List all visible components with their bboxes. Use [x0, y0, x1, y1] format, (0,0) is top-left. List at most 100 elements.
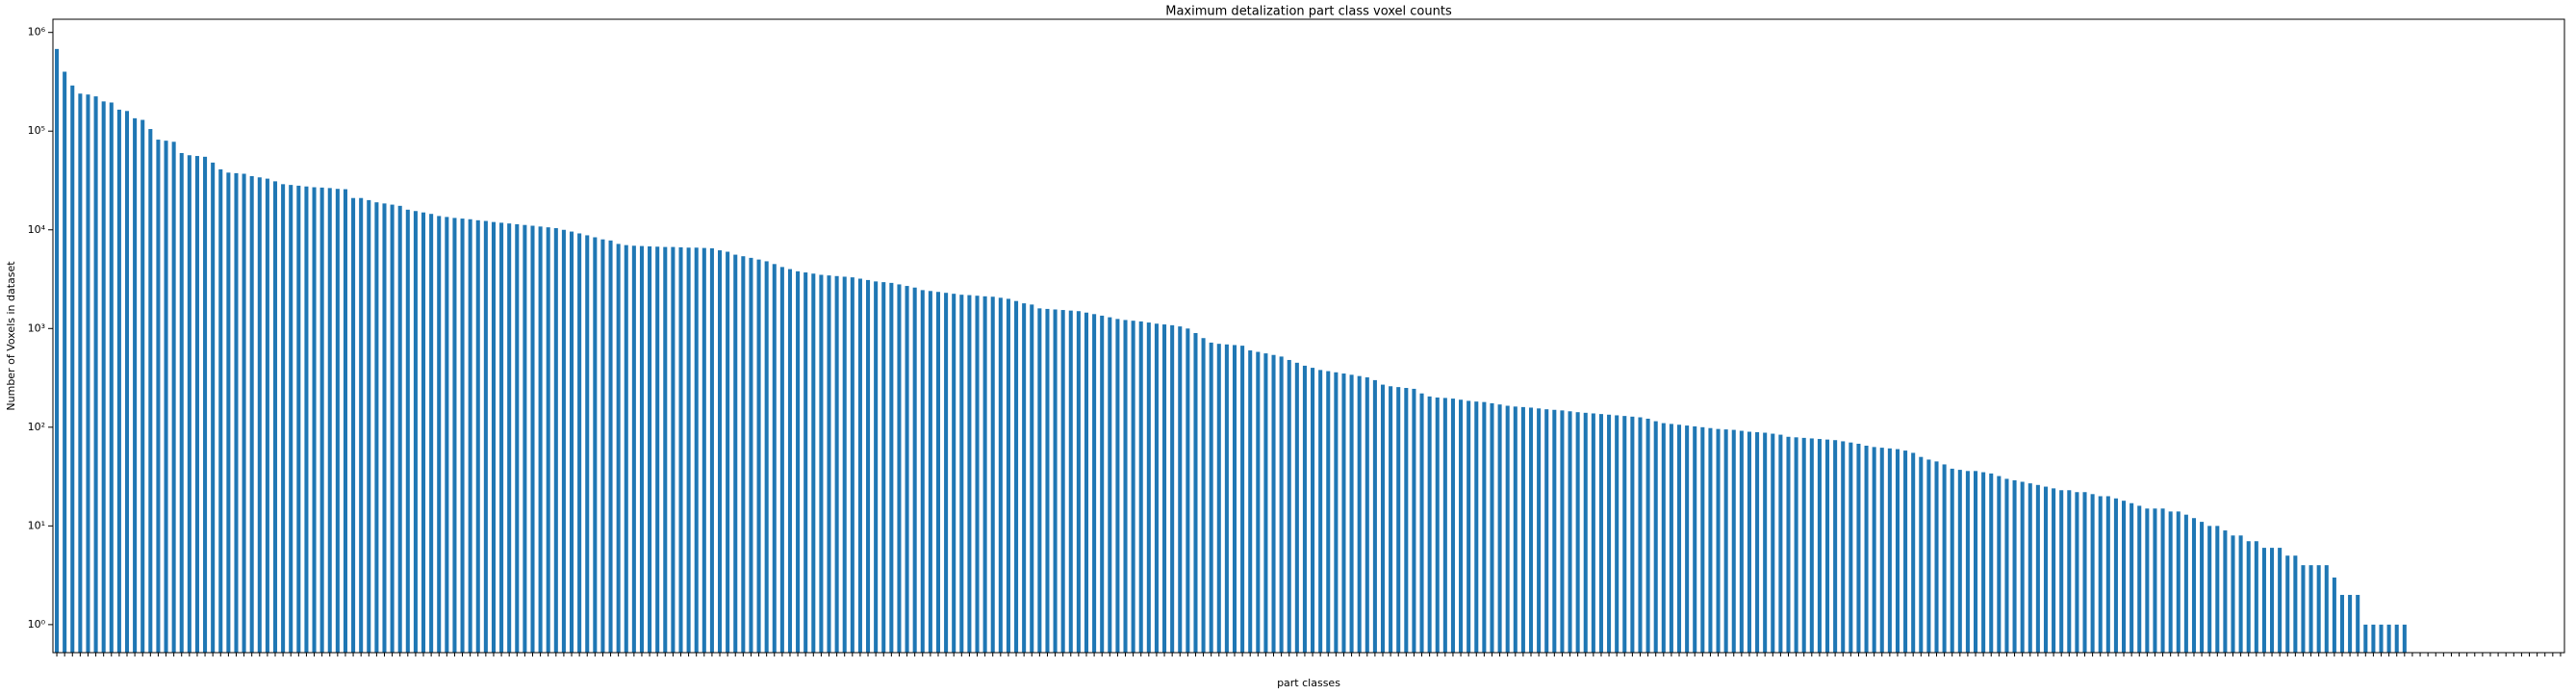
bar	[289, 185, 293, 653]
bar	[1661, 423, 1666, 653]
bar	[1334, 372, 1339, 653]
bar	[1459, 399, 1464, 653]
bar	[1084, 312, 1089, 653]
bar	[1568, 411, 1572, 653]
bar	[1076, 311, 1081, 653]
bar	[2207, 526, 2212, 653]
bar	[124, 111, 130, 653]
bar	[1630, 416, 1635, 653]
bar	[593, 237, 598, 653]
bar	[211, 162, 216, 653]
bar	[93, 96, 98, 653]
bar	[1060, 310, 1065, 653]
bar	[1669, 424, 1673, 653]
bar	[1287, 359, 1291, 653]
bar	[296, 185, 301, 653]
bar	[1957, 470, 1962, 653]
bar	[998, 297, 1003, 653]
bar	[1794, 437, 1798, 653]
bar	[842, 276, 847, 653]
bar	[1216, 344, 1221, 653]
bar	[1591, 413, 1595, 653]
bar	[889, 282, 894, 653]
bar	[1903, 450, 1908, 653]
bar	[1123, 320, 1128, 653]
bar	[475, 219, 480, 653]
bar	[1723, 429, 1728, 653]
bar	[164, 141, 168, 654]
bar	[2098, 496, 2103, 653]
bar	[631, 245, 636, 654]
bar	[2215, 526, 2220, 653]
bar	[468, 219, 472, 653]
bar	[1974, 471, 1978, 653]
bar	[156, 140, 161, 654]
bar	[187, 155, 191, 654]
bar	[2339, 595, 2345, 653]
bar	[935, 292, 941, 653]
bar	[694, 247, 699, 653]
bar	[203, 156, 208, 653]
bar	[2020, 481, 2025, 653]
bar	[2246, 541, 2251, 653]
y-tick-label: 10¹	[28, 519, 45, 531]
bar	[2012, 479, 2017, 653]
bar	[2254, 541, 2258, 653]
bar	[733, 254, 738, 653]
bar	[600, 239, 605, 653]
bar	[1037, 308, 1042, 653]
bar	[850, 277, 854, 653]
bar	[499, 222, 504, 653]
bar	[1186, 328, 1190, 653]
bar	[944, 293, 949, 653]
bar	[585, 235, 590, 653]
bar	[1887, 448, 1892, 653]
y-tick-label: 10⁶	[28, 26, 46, 39]
bar	[1467, 400, 1471, 653]
bar	[1801, 437, 1806, 653]
bar	[1575, 412, 1580, 653]
bar	[857, 278, 862, 653]
bar	[507, 223, 512, 653]
bar	[1856, 443, 1861, 653]
bar	[367, 199, 371, 653]
bar	[1537, 408, 1542, 653]
bar	[437, 216, 442, 653]
bar	[1263, 353, 1268, 653]
bar	[1747, 431, 1751, 653]
bar	[866, 279, 871, 653]
bar	[2059, 490, 2064, 653]
bar	[1849, 442, 1853, 653]
bar	[2004, 478, 2009, 653]
bar	[1638, 417, 1643, 653]
bar	[1497, 404, 1502, 653]
bar	[1092, 314, 1097, 653]
bar	[343, 189, 347, 653]
bar	[920, 290, 925, 653]
bar	[281, 184, 286, 653]
bar	[2145, 508, 2150, 653]
bar	[2090, 494, 2095, 653]
bar	[1170, 324, 1175, 653]
bar	[577, 233, 582, 653]
bar	[749, 257, 753, 653]
bar	[1014, 300, 1019, 653]
bar	[109, 102, 114, 653]
bar	[1676, 425, 1682, 653]
bar	[2386, 624, 2391, 653]
bar	[63, 71, 67, 654]
bar	[335, 189, 340, 654]
bar	[1513, 406, 1518, 653]
bar	[1435, 397, 1440, 653]
bar	[1349, 374, 1354, 653]
bar	[1872, 447, 1876, 653]
bar	[874, 281, 879, 653]
bar	[1653, 421, 1658, 653]
bar	[1482, 401, 1487, 653]
bar	[1693, 425, 1697, 653]
bar	[2324, 565, 2329, 653]
bar	[639, 245, 644, 654]
bar	[2075, 492, 2079, 653]
bar	[1879, 448, 1884, 653]
bar	[1100, 315, 1105, 653]
